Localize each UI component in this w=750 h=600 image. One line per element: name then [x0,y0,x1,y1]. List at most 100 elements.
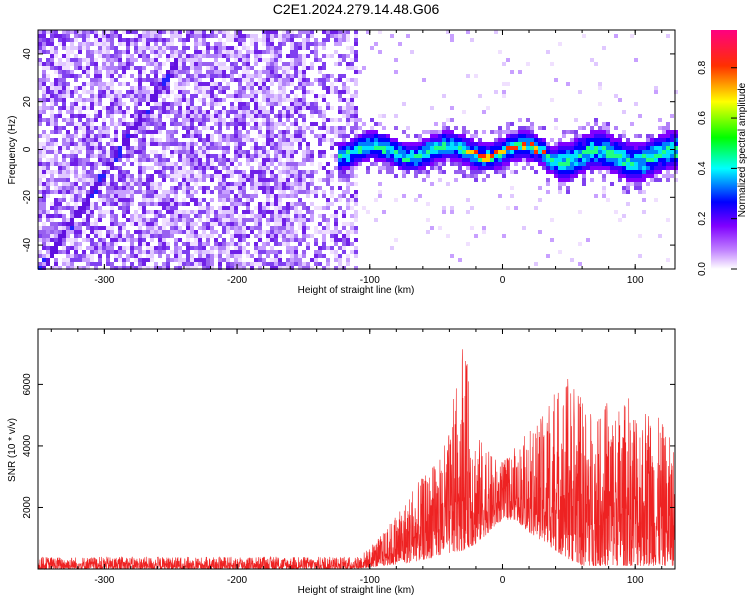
spectrogram-cell [598,142,602,146]
spectrogram-cell [290,250,294,254]
spectrogram-cell [90,118,94,122]
spectrogram-cell [134,210,138,214]
spectrogram-cell [246,46,250,50]
spectrogram-cell [86,226,90,230]
spectrogram-cell [270,94,274,98]
spectrogram-cell [254,106,258,110]
spectrogram-cell [222,70,226,74]
spectrogram-cell [346,110,350,114]
spectrogram-cell [294,214,298,218]
spectrogram-cell [358,126,362,130]
spectrogram-cell [414,134,418,138]
spectrogram-cell [102,250,106,254]
spectrogram-cell [70,190,74,194]
spectrogram-cell [294,250,298,254]
spectrogram-cell [234,54,238,58]
spectrogram-cell [186,162,190,166]
spectrogram-cell [54,178,58,182]
spectrogram-cell [126,66,130,70]
spectrogram-cell [90,130,94,134]
spectrogram-cell [78,194,82,198]
spectrogram-cell [310,50,314,54]
spectrogram-cell [642,158,646,162]
spectrogram-cell [674,146,678,150]
spectrogram-cell [98,194,102,198]
spectrogram-cell [114,250,118,254]
spectrogram-cell [258,78,262,82]
spectrogram-cell [182,122,186,126]
spectrogram-cell [186,246,190,250]
spectrogram-cell [282,218,286,222]
spectrogram-cell [602,138,606,142]
spectrogram-cell [198,90,202,94]
spectrogram-cell [274,198,278,202]
spectrogram-cell [346,178,350,182]
spectrogram-cell [290,42,294,46]
spectrogram-cell [230,106,234,110]
spectrogram-cell [658,146,662,150]
spectrogram-cell [294,218,298,222]
spectrogram-cell [494,170,498,174]
spectrogram-cell [350,250,354,254]
spectrogram-cell [142,202,146,206]
spectrogram-cell [38,166,42,170]
spectrogram-cell [54,158,58,162]
spectrogram-cell [446,130,450,134]
spectrogram-cell [446,134,450,138]
spectrogram-cell [182,82,186,86]
spectrogram-cell [326,266,330,270]
spectrogram-cell [174,58,178,62]
spectrogram-cell [170,250,174,254]
spectrogram-cell [70,230,74,234]
spectrogram-cell [218,110,222,114]
spectrogram-cell [82,98,86,102]
spectrogram-cell [122,110,126,114]
spectrogram-cell [118,74,122,78]
spectrogram-cell [98,250,102,254]
spectrogram-cell [66,94,70,98]
spectrogram-cell [78,222,82,226]
spectrogram-cell [126,38,130,42]
spectrogram-cell [230,158,234,162]
spectrogram-cell [194,66,198,70]
spectrogram-cell [198,166,202,170]
spectrogram-cell [342,170,346,174]
spectrogram-cell [94,138,98,142]
spectrogram-cell [414,154,418,158]
spectrogram-cell [674,142,678,146]
spectrogram-cell [566,154,570,158]
spectrogram-cell [218,54,222,58]
spectrogram-cell [342,98,346,102]
spectrogram-cell [186,242,190,246]
spectrogram-cell [306,42,310,46]
spectrogram-cell [66,186,70,190]
spectrogram-cell [206,146,210,150]
spectrogram-cell [174,70,178,74]
spectrogram-cell [626,190,630,194]
spectrogram-cell [46,166,50,170]
spectrogram-cell [642,146,646,150]
spectrogram-cell [542,162,546,166]
spectrogram-cell [174,30,178,34]
spectrogram-cell [114,134,118,138]
spectrogram-cell [338,166,342,170]
spectrogram-cell [258,106,262,110]
spectrogram-cell [170,110,174,114]
spectrogram-cell [182,250,186,254]
spectrogram-cell [242,54,246,58]
spectrogram-cell [238,178,242,182]
spectrogram-cell [190,138,194,142]
spectrogram-cell [38,134,42,138]
spectrogram-cell [286,78,290,82]
spectrogram-cell [190,262,194,266]
spectrogram-cell [138,110,142,114]
spectrogram-cell [114,98,118,102]
spectrogram-cell [86,254,90,258]
spectrogram-cell [70,30,74,34]
spectrogram-cell [574,150,578,154]
spectrogram-cell [58,110,62,114]
spectrogram-cell [90,50,94,54]
spectrogram-cell [78,50,82,54]
spectrogram-cell [438,130,442,134]
